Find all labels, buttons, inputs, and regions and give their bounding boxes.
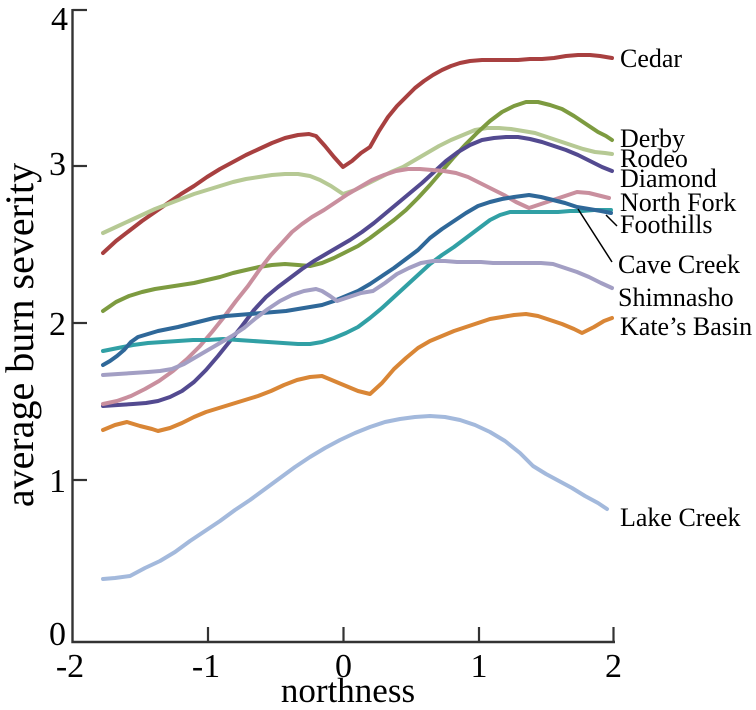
svg-text:Rodeo: Rodeo: [620, 144, 688, 173]
svg-text:Derby: Derby: [620, 124, 685, 153]
svg-text:Shimnasho: Shimnasho: [618, 283, 734, 312]
svg-text:4: 4: [51, 1, 68, 38]
svg-text:average burn severity: average burn severity: [0, 163, 42, 507]
svg-text:3: 3: [49, 146, 66, 183]
svg-text:Kate’s Basin: Kate’s Basin: [620, 312, 752, 341]
svg-text:Cedar: Cedar: [620, 44, 682, 73]
svg-text:Cave Creek: Cave Creek: [618, 250, 740, 279]
svg-text:Lake Creek: Lake Creek: [620, 503, 741, 532]
svg-text:-2: -2: [56, 648, 84, 685]
svg-text:Diamond: Diamond: [620, 164, 717, 193]
svg-text:2: 2: [49, 306, 66, 343]
svg-text:North Fork: North Fork: [620, 188, 736, 217]
svg-text:0: 0: [335, 648, 352, 685]
svg-text:1: 1: [49, 463, 66, 500]
svg-text:Foothills: Foothills: [620, 210, 712, 239]
svg-text:-1: -1: [192, 648, 220, 685]
svg-text:northness: northness: [281, 671, 415, 710]
svg-text:2: 2: [605, 648, 622, 685]
svg-text:0: 0: [49, 616, 66, 653]
svg-text:1: 1: [471, 648, 488, 685]
